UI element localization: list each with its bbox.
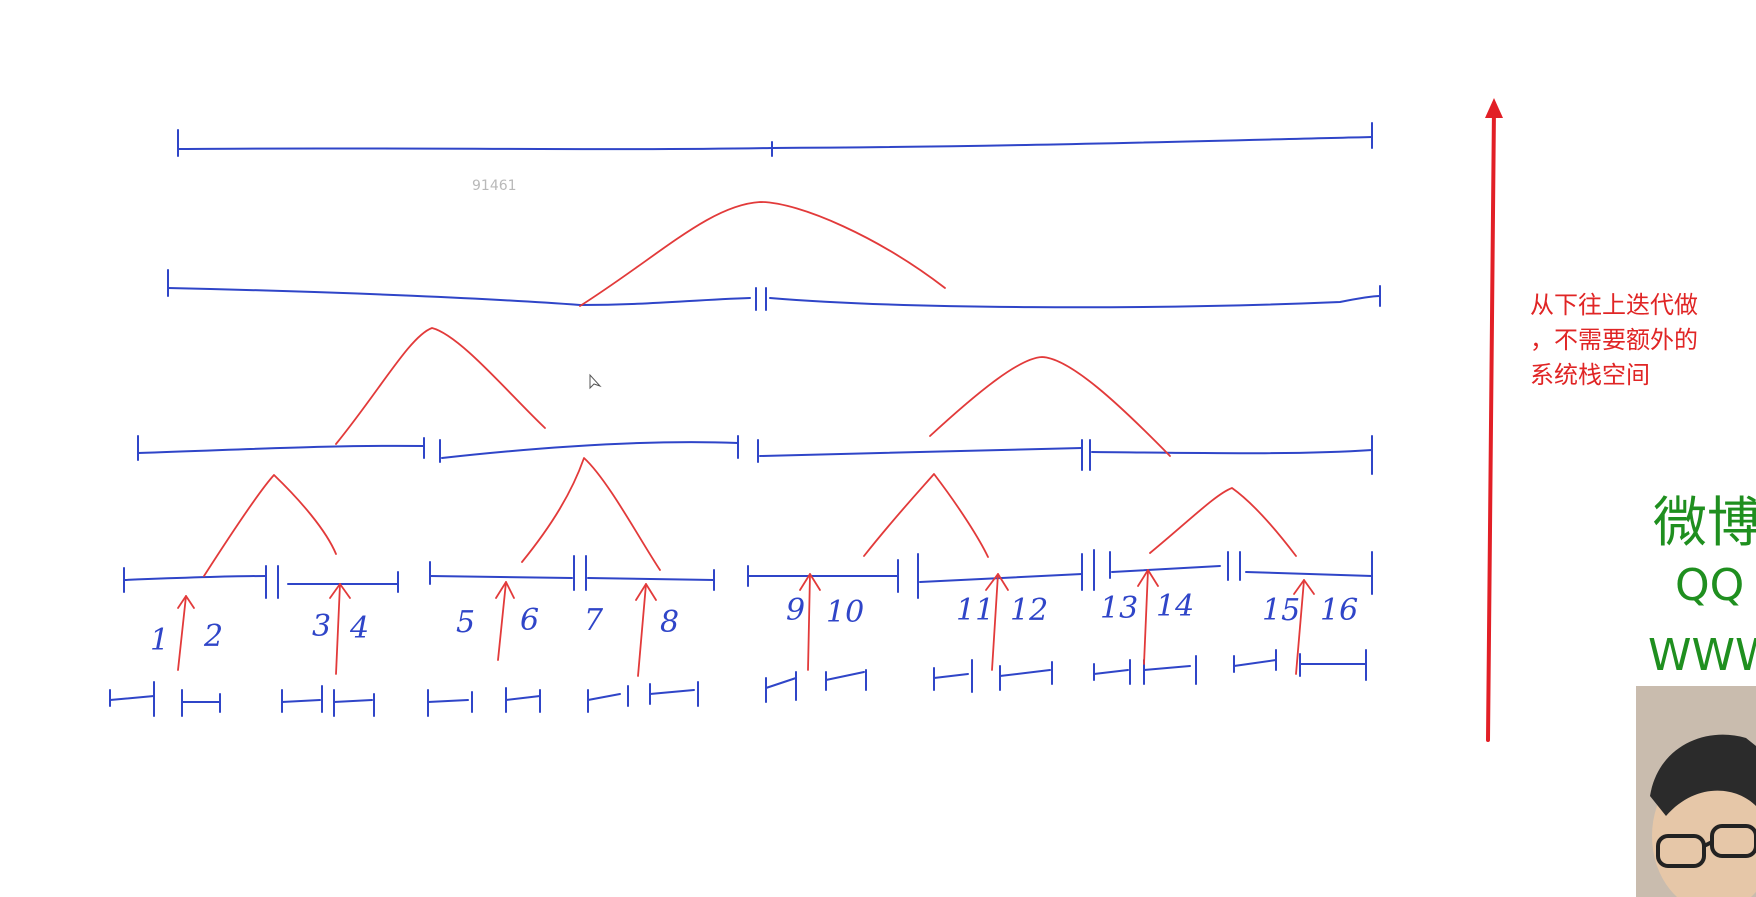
- leaf-label-13: 13: [1100, 591, 1138, 626]
- leaf-label-10: 10: [826, 595, 864, 630]
- leaf-label-14: 14: [1156, 589, 1194, 624]
- merge-arc-level-1: [579, 201, 946, 307]
- leaf-label-3: 3: [312, 609, 331, 644]
- watermark-id: 91461: [472, 178, 517, 194]
- cursor-icon: [589, 373, 602, 390]
- brand-text-weibo: 微博: [1653, 491, 1756, 554]
- leaf-labels: 1 2 3 4 5 6 7 8 9 10 11 12 13 14 15 16: [150, 589, 1358, 658]
- note-line-2: ，不需要额外的: [1530, 326, 1698, 354]
- leaf-label-4: 4: [349, 611, 369, 646]
- leaf-label-6: 6: [520, 603, 539, 638]
- leaf-label-9: 9: [786, 593, 805, 628]
- brand-text-www: WWW: [1648, 630, 1756, 681]
- brand-text-qq: QQ: [1675, 560, 1745, 611]
- leaf-label-15: 15: [1262, 593, 1300, 628]
- merge-arcs-level-2: [335, 327, 1171, 457]
- note-line-1: 从下往上迭代做: [1530, 291, 1698, 319]
- merge-arcs-level-3: [203, 457, 1297, 577]
- leaf-label-1: 1: [150, 623, 169, 658]
- segment-level-0: [177, 122, 1373, 157]
- leaf-label-8: 8: [660, 605, 679, 640]
- webcam-overlay: [1636, 686, 1756, 897]
- upward-arrow: [1485, 98, 1503, 742]
- presenter-avatar: [1636, 686, 1756, 897]
- leaf-label-11: 11: [956, 593, 994, 628]
- leaf-label-7: 7: [584, 603, 604, 638]
- leaf-label-16: 16: [1320, 593, 1358, 628]
- annotation-note: 从下往上迭代做 ，不需要额外的 系统栈空间: [1530, 288, 1730, 393]
- segment-level-1: [167, 269, 1381, 311]
- leaf-label-2: 2: [203, 619, 223, 654]
- segment-level-2: [137, 435, 1373, 475]
- pair-arrows: [177, 569, 1315, 677]
- leaf-segments: [109, 649, 1367, 717]
- leaf-label-12: 12: [1010, 593, 1048, 628]
- leaf-label-5: 5: [456, 605, 475, 640]
- note-line-3: 系统栈空间: [1530, 361, 1650, 389]
